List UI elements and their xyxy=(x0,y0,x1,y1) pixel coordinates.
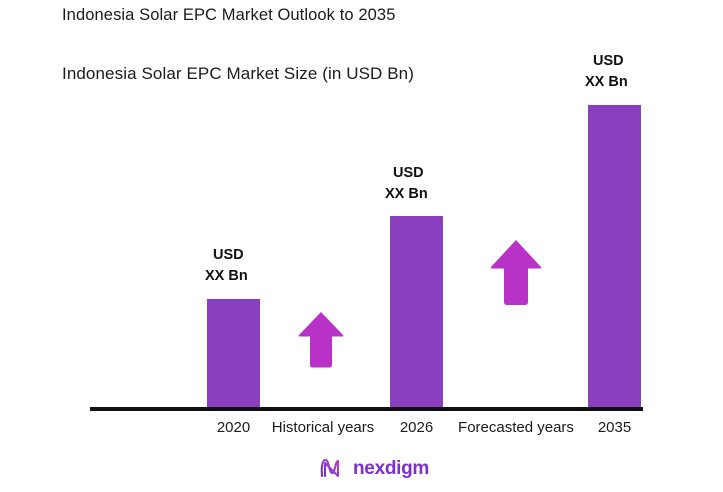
bar-label-2026: USD XX Bn xyxy=(385,163,428,204)
bar-2020 xyxy=(207,299,260,408)
bar-label-2026-line2: XX Bn xyxy=(385,185,428,202)
bar-label-2020: USD XX Bn xyxy=(205,245,248,286)
chart-subtitle: Indonesia Solar EPC Market Size (in USD … xyxy=(62,64,414,83)
bar-label-2026-line1: USD xyxy=(393,165,424,181)
x-axis-label-2035: 2035 xyxy=(597,419,632,436)
bar-2026 xyxy=(390,216,443,408)
x-axis-label-historical-years: Historical years xyxy=(271,419,375,436)
brand-logo: nexdigm xyxy=(318,456,429,480)
x-axis-label-2020: 2020 xyxy=(216,419,251,436)
bar-2035 xyxy=(588,105,641,408)
arrow-up-icon-forecasted xyxy=(489,238,543,308)
bar-label-2020-line2: XX Bn xyxy=(205,267,248,284)
nexdigm-wave-n-icon xyxy=(318,456,346,480)
bar-label-2020-line1: USD xyxy=(213,247,244,263)
bar-label-2035: USD XX Bn xyxy=(585,51,628,92)
bar-label-2035-line1: USD xyxy=(593,53,624,69)
x-axis-label-2026: 2026 xyxy=(399,419,434,436)
x-axis-label-forecasted-years: Forecasted years xyxy=(458,419,574,436)
x-axis-line xyxy=(90,407,643,411)
page-title: Indonesia Solar EPC Market Outlook to 20… xyxy=(62,6,396,24)
brand-logo-text: nexdigm xyxy=(353,457,430,479)
arrow-up-icon-historical xyxy=(297,310,345,370)
bar-label-2035-line2: XX Bn xyxy=(585,73,628,90)
